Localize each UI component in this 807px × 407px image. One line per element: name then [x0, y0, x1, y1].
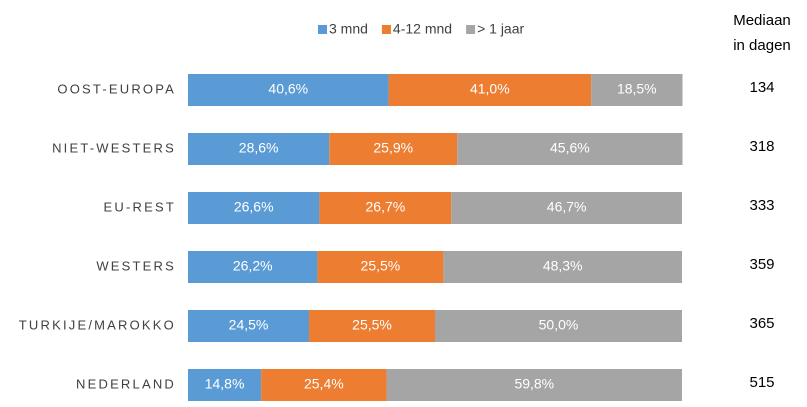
bar-segment [591, 74, 683, 106]
bar-segment [261, 369, 387, 401]
bar-segment [188, 310, 310, 342]
median-value: 134 [749, 79, 774, 96]
legend-swatch [318, 25, 327, 34]
data-label: 28,6% [239, 140, 279, 156]
legend-label: > 1 jaar [477, 21, 524, 37]
bar-segment [188, 133, 330, 165]
bar-segment [188, 192, 320, 224]
data-label: 46,7% [547, 199, 587, 215]
data-label: 25,4% [304, 376, 344, 392]
data-label: 48,3% [543, 258, 583, 274]
bar-segment [435, 310, 682, 342]
legend-label: 4-12 mnd [393, 21, 452, 37]
data-label: 41,0% [470, 81, 510, 97]
data-label: 40,6% [268, 81, 308, 97]
data-label: 59,8% [514, 376, 554, 392]
data-label: 50,0% [539, 317, 579, 333]
median-value: 365 [749, 315, 774, 332]
legend-label: 3 mnd [329, 21, 368, 37]
category-label: EU-REST [104, 199, 176, 214]
data-label: 45,6% [550, 140, 590, 156]
data-label: 24,5% [229, 317, 269, 333]
data-label: 25,9% [373, 140, 413, 156]
bar-segment [188, 369, 262, 401]
category-label: TURKIJE/MAROKKO [19, 317, 176, 332]
data-label: 25,5% [352, 317, 392, 333]
data-label: 25,5% [361, 258, 401, 274]
data-label: 26,6% [234, 199, 274, 215]
category-label: WESTERS [96, 258, 176, 273]
data-label: 26,7% [366, 199, 406, 215]
median-value: 515 [749, 374, 774, 391]
bar-segment [329, 133, 458, 165]
data-label: 18,5% [617, 81, 657, 97]
bar-segment [451, 192, 682, 224]
data-label: 26,2% [233, 258, 273, 274]
bar-segment [388, 74, 592, 106]
median-header: Mediaan [733, 12, 791, 29]
bar-segment [309, 310, 435, 342]
median-header: in dagen [733, 37, 791, 54]
bar-segment [188, 251, 318, 283]
legend-swatch [466, 25, 476, 34]
bar-segment [188, 74, 389, 106]
median-value: 359 [749, 256, 774, 273]
bar-segment [386, 369, 682, 401]
median-value: 318 [749, 138, 774, 155]
bar-segment [319, 192, 452, 224]
bar-segment [443, 251, 682, 283]
bar-segment [457, 133, 683, 165]
category-label: NIET-WESTERS [52, 140, 176, 155]
data-label: 14,8% [205, 376, 245, 392]
bar-segment [317, 251, 444, 283]
median-value: 333 [749, 197, 774, 214]
legend-swatch [381, 25, 391, 34]
category-label: NEDERLAND [76, 376, 176, 391]
category-label: OOST-EUROPA [57, 81, 176, 96]
